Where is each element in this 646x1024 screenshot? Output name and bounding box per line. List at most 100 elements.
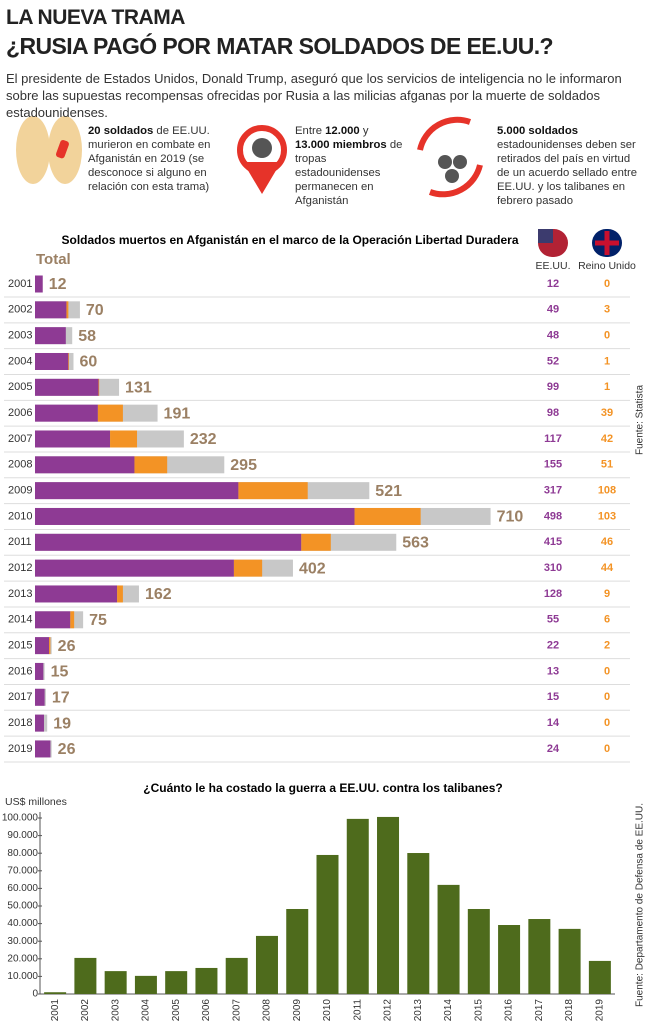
bar — [35, 327, 66, 345]
bar — [467, 908, 490, 994]
bar — [35, 688, 45, 706]
bar — [110, 430, 138, 448]
x-tick-label: 2007 — [231, 999, 242, 1022]
source: Fuente: Statista — [635, 385, 646, 455]
y-tick-label: 2015 — [8, 640, 32, 652]
bar — [35, 352, 69, 370]
value-label: 12 — [547, 278, 559, 290]
bar — [233, 559, 263, 577]
y-tick-label: 2003 — [8, 330, 32, 342]
x-tick-label: 2014 — [443, 999, 454, 1022]
bar — [35, 533, 302, 551]
y-tick-label: 2012 — [8, 562, 32, 574]
total-label: 19 — [53, 715, 71, 732]
fact-text: 13.000 miembros — [295, 139, 387, 151]
value-label: 498 — [544, 510, 562, 522]
bar — [104, 971, 127, 994]
y-tick-label: 2005 — [8, 381, 32, 393]
x-tick-label: 2018 — [564, 999, 575, 1022]
value-label: 49 — [547, 304, 559, 316]
fact-text: y — [359, 125, 369, 137]
kicker: LA NUEVA TRAMA — [6, 6, 185, 29]
value-label: 103 — [598, 510, 616, 522]
bar — [98, 378, 100, 396]
bar — [498, 925, 521, 994]
y-tick-label: 80.000 — [7, 848, 38, 859]
value-label: 128 — [544, 588, 562, 600]
y-tick-label: 90.000 — [7, 830, 38, 841]
bar — [316, 854, 339, 994]
x-tick-label: 2013 — [413, 999, 424, 1022]
value-label: 415 — [544, 536, 562, 548]
x-tick-label: 2002 — [80, 999, 91, 1022]
bar — [238, 482, 308, 500]
total-label: 521 — [375, 483, 402, 500]
fact-text: Entre — [295, 125, 326, 137]
bar — [437, 884, 460, 994]
total-label: 710 — [497, 509, 524, 526]
total-label: 12 — [49, 276, 67, 293]
y-tick-label: 2019 — [8, 743, 32, 755]
value-label: 0 — [604, 278, 610, 290]
value-label: 55 — [547, 614, 559, 626]
fact-text: de tropas estadounidenses permanecen en … — [295, 139, 403, 207]
y-tick-label: 2004 — [8, 355, 32, 367]
icons — [16, 116, 483, 198]
y-tick-label: 2007 — [8, 433, 32, 445]
value-label: 48 — [547, 330, 559, 342]
total-header: Total — [36, 251, 71, 268]
value-label: 52 — [547, 355, 559, 367]
bar — [117, 585, 123, 603]
total-label: 70 — [86, 302, 104, 319]
chart-title: Soldados muertos en Afganistán en el mar… — [61, 233, 518, 247]
value-label: 6 — [604, 614, 610, 626]
y-tick-label: 2016 — [8, 665, 32, 677]
y-tick-label: 2011 — [8, 536, 32, 548]
bar — [35, 740, 51, 758]
value-label: 15 — [547, 691, 559, 703]
fact-text: 5.000 soldados — [497, 125, 578, 137]
legend-label: EE.UU. — [535, 260, 570, 272]
fact: 5.000 soldados estadounidenses deben ser… — [497, 124, 642, 208]
x-tick-label: 2010 — [322, 999, 333, 1022]
bar — [558, 928, 581, 994]
value-label: 13 — [547, 665, 559, 677]
total-label: 17 — [52, 689, 70, 706]
bar — [346, 818, 369, 994]
total-label: 60 — [80, 354, 98, 371]
headline: ¿RUSIA PAGÓ POR MATAR SOLDADOS DE EE.UU.… — [6, 33, 554, 59]
bar — [35, 456, 135, 474]
y-tick-label: 2002 — [8, 304, 32, 316]
intro: El presidente de Estados Unidos, Donald … — [6, 71, 622, 120]
value-label: 44 — [601, 562, 614, 574]
x-tick-label: 2004 — [141, 999, 152, 1022]
y-tick-label: 60.000 — [7, 883, 38, 894]
value-label: 14 — [547, 717, 560, 729]
value-label: 0 — [604, 717, 610, 729]
x-tick-label: 2003 — [110, 999, 121, 1022]
value-label: 22 — [547, 640, 559, 652]
source: Fuente: Departamento de Defensa de EE.UU… — [635, 803, 646, 1007]
value-label: 0 — [604, 691, 610, 703]
value-label: 98 — [547, 407, 559, 419]
total-label: 563 — [402, 535, 429, 552]
fact-text: 12.000 — [325, 125, 360, 137]
fact-text: de EE.UU. murieron en combate en Afganis… — [88, 125, 211, 193]
value-label: 310 — [544, 562, 562, 574]
total-label: 295 — [230, 457, 257, 474]
value-label: 0 — [604, 330, 610, 342]
bar — [588, 960, 611, 994]
value-label: 155 — [544, 459, 562, 471]
total-label: 26 — [58, 638, 76, 655]
bar — [286, 908, 309, 994]
fact-text: 20 soldados — [88, 125, 154, 137]
bar — [66, 301, 69, 319]
value-label: 51 — [601, 459, 613, 471]
value-label: 39 — [601, 407, 613, 419]
bar — [35, 301, 67, 319]
value-label: 0 — [604, 743, 610, 755]
total-label: 15 — [51, 664, 69, 681]
total-label: 191 — [164, 405, 191, 422]
x-tick-label: 2016 — [504, 999, 515, 1022]
